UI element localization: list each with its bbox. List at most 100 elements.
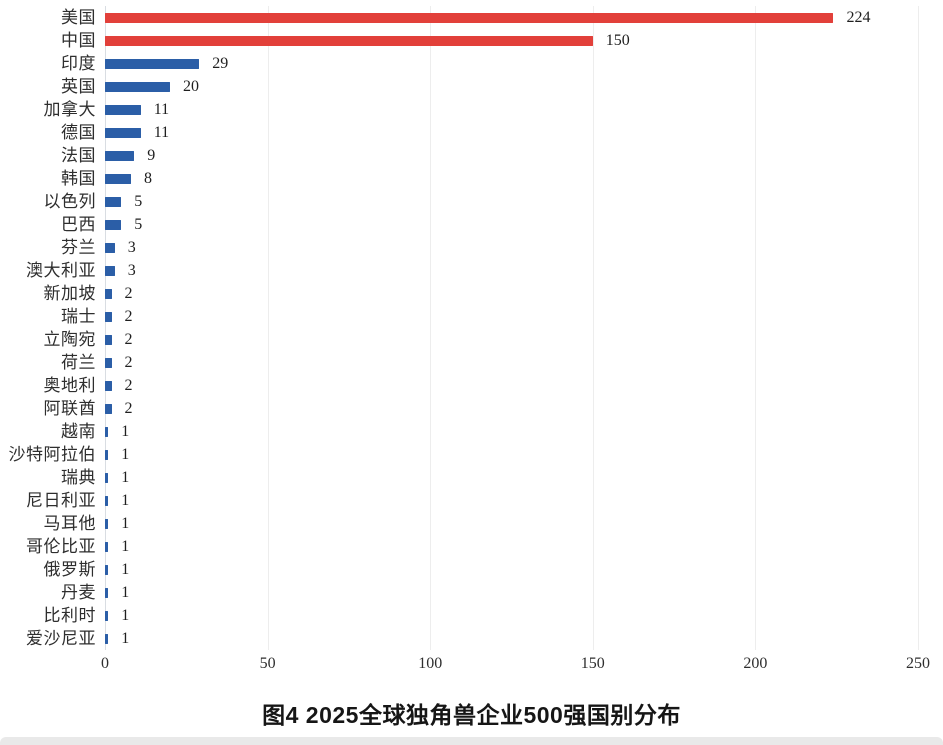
value-label: 5 bbox=[134, 192, 143, 210]
value-label: 8 bbox=[144, 169, 153, 187]
bar bbox=[105, 104, 141, 115]
bar-track: 29 bbox=[105, 52, 918, 75]
bar-row: 英国 20 bbox=[0, 75, 943, 98]
bar-track: 1 bbox=[105, 627, 918, 650]
category-label: 德国 bbox=[61, 123, 96, 142]
bar-track: 2 bbox=[105, 305, 918, 328]
gridline bbox=[267, 6, 269, 650]
bar bbox=[105, 196, 122, 207]
bar-row: 中国 150 bbox=[0, 29, 943, 52]
bar-row: 新加坡 2 bbox=[0, 282, 943, 305]
bar-track: 150 bbox=[105, 29, 918, 52]
category-label: 丹麦 bbox=[61, 583, 96, 602]
bar-row: 法国 9 bbox=[0, 144, 943, 167]
bar bbox=[105, 449, 109, 460]
category-label: 马耳他 bbox=[43, 514, 96, 533]
bar-row: 马耳他 1 bbox=[0, 512, 943, 535]
bar-track: 11 bbox=[105, 121, 918, 144]
value-label: 29 bbox=[212, 54, 229, 72]
x-tick-label: 100 bbox=[418, 655, 443, 672]
bar-rows: 美国 224 中国 150 印度 29 英国 20 加拿大 11 德国 11 法国 9 韩国 8 以色列 5 巴西 5… bbox=[0, 6, 943, 650]
value-label: 9 bbox=[147, 146, 156, 164]
bar bbox=[105, 472, 109, 483]
bar-track: 1 bbox=[105, 512, 918, 535]
bar-track: 1 bbox=[105, 489, 918, 512]
bar bbox=[105, 311, 112, 322]
bar-row: 沙特阿拉伯 1 bbox=[0, 443, 943, 466]
category-label: 以色列 bbox=[43, 192, 96, 211]
bar bbox=[105, 518, 109, 529]
value-label: 2 bbox=[124, 330, 133, 348]
y-axis-line bbox=[105, 6, 106, 650]
value-label: 1 bbox=[121, 491, 130, 509]
bar bbox=[105, 633, 109, 644]
value-label: 2 bbox=[124, 284, 133, 302]
value-label: 2 bbox=[124, 307, 133, 325]
bar-track: 1 bbox=[105, 558, 918, 581]
category-label: 澳大利亚 bbox=[26, 261, 96, 280]
bar-row: 俄罗斯 1 bbox=[0, 558, 943, 581]
bar-track: 20 bbox=[105, 75, 918, 98]
value-label: 2 bbox=[124, 353, 133, 371]
category-label: 瑞典 bbox=[61, 468, 96, 487]
bar bbox=[105, 242, 115, 253]
bar-track: 1 bbox=[105, 535, 918, 558]
bar bbox=[105, 173, 132, 184]
bar-track: 224 bbox=[105, 6, 918, 29]
category-label: 尼日利亚 bbox=[26, 491, 96, 510]
gridline bbox=[430, 6, 432, 650]
category-label: 立陶宛 bbox=[43, 330, 96, 349]
category-label: 荷兰 bbox=[61, 353, 96, 372]
value-label: 20 bbox=[183, 77, 200, 95]
bar-row: 比利时 1 bbox=[0, 604, 943, 627]
x-tick-label: 0 bbox=[101, 655, 109, 672]
bar-track: 5 bbox=[105, 190, 918, 213]
bar bbox=[105, 403, 112, 414]
bar-row: 爱沙尼亚 1 bbox=[0, 627, 943, 650]
bar-track: 9 bbox=[105, 144, 918, 167]
bar-track: 11 bbox=[105, 98, 918, 121]
value-label: 1 bbox=[121, 514, 130, 532]
bar bbox=[105, 81, 171, 92]
bar bbox=[105, 495, 109, 506]
value-label: 1 bbox=[121, 445, 130, 463]
bar bbox=[105, 564, 109, 575]
value-label: 1 bbox=[121, 422, 130, 440]
value-label: 1 bbox=[121, 537, 130, 555]
bar-track: 2 bbox=[105, 397, 918, 420]
value-label: 224 bbox=[846, 8, 871, 26]
bar-row: 越南 1 bbox=[0, 420, 943, 443]
category-label: 阿联酋 bbox=[43, 399, 96, 418]
bar-row: 澳大利亚 3 bbox=[0, 259, 943, 282]
category-label: 瑞士 bbox=[61, 307, 96, 326]
value-label: 3 bbox=[127, 238, 136, 256]
bar-track: 2 bbox=[105, 374, 918, 397]
bar bbox=[105, 380, 112, 391]
frame-bottom-edge bbox=[0, 737, 943, 745]
category-label: 爱沙尼亚 bbox=[26, 629, 96, 648]
bar-row: 阿联酋 2 bbox=[0, 397, 943, 420]
category-label: 中国 bbox=[61, 31, 96, 50]
bar bbox=[105, 541, 109, 552]
category-label: 越南 bbox=[61, 422, 96, 441]
bar-row: 韩国 8 bbox=[0, 167, 943, 190]
bar bbox=[105, 150, 135, 161]
bar-chart: 美国 224 中国 150 印度 29 英国 20 加拿大 11 德国 11 法国 9 韩国 8 以色列 5 巴西 5… bbox=[0, 6, 943, 728]
bar-track: 3 bbox=[105, 236, 918, 259]
category-label: 美国 bbox=[61, 8, 96, 27]
gridline bbox=[592, 6, 594, 650]
value-label: 11 bbox=[153, 123, 170, 141]
bar-row: 尼日利亚 1 bbox=[0, 489, 943, 512]
category-label: 巴西 bbox=[61, 215, 96, 234]
bar-row: 瑞典 1 bbox=[0, 466, 943, 489]
value-label: 11 bbox=[153, 100, 170, 118]
bar bbox=[105, 127, 141, 138]
category-label: 奥地利 bbox=[43, 376, 96, 395]
bar-row: 荷兰 2 bbox=[0, 351, 943, 374]
bar-track: 1 bbox=[105, 581, 918, 604]
bar-track: 2 bbox=[105, 351, 918, 374]
value-label: 5 bbox=[134, 215, 143, 233]
bar-row: 丹麦 1 bbox=[0, 581, 943, 604]
grid-layer bbox=[105, 6, 919, 650]
bar-track: 2 bbox=[105, 282, 918, 305]
